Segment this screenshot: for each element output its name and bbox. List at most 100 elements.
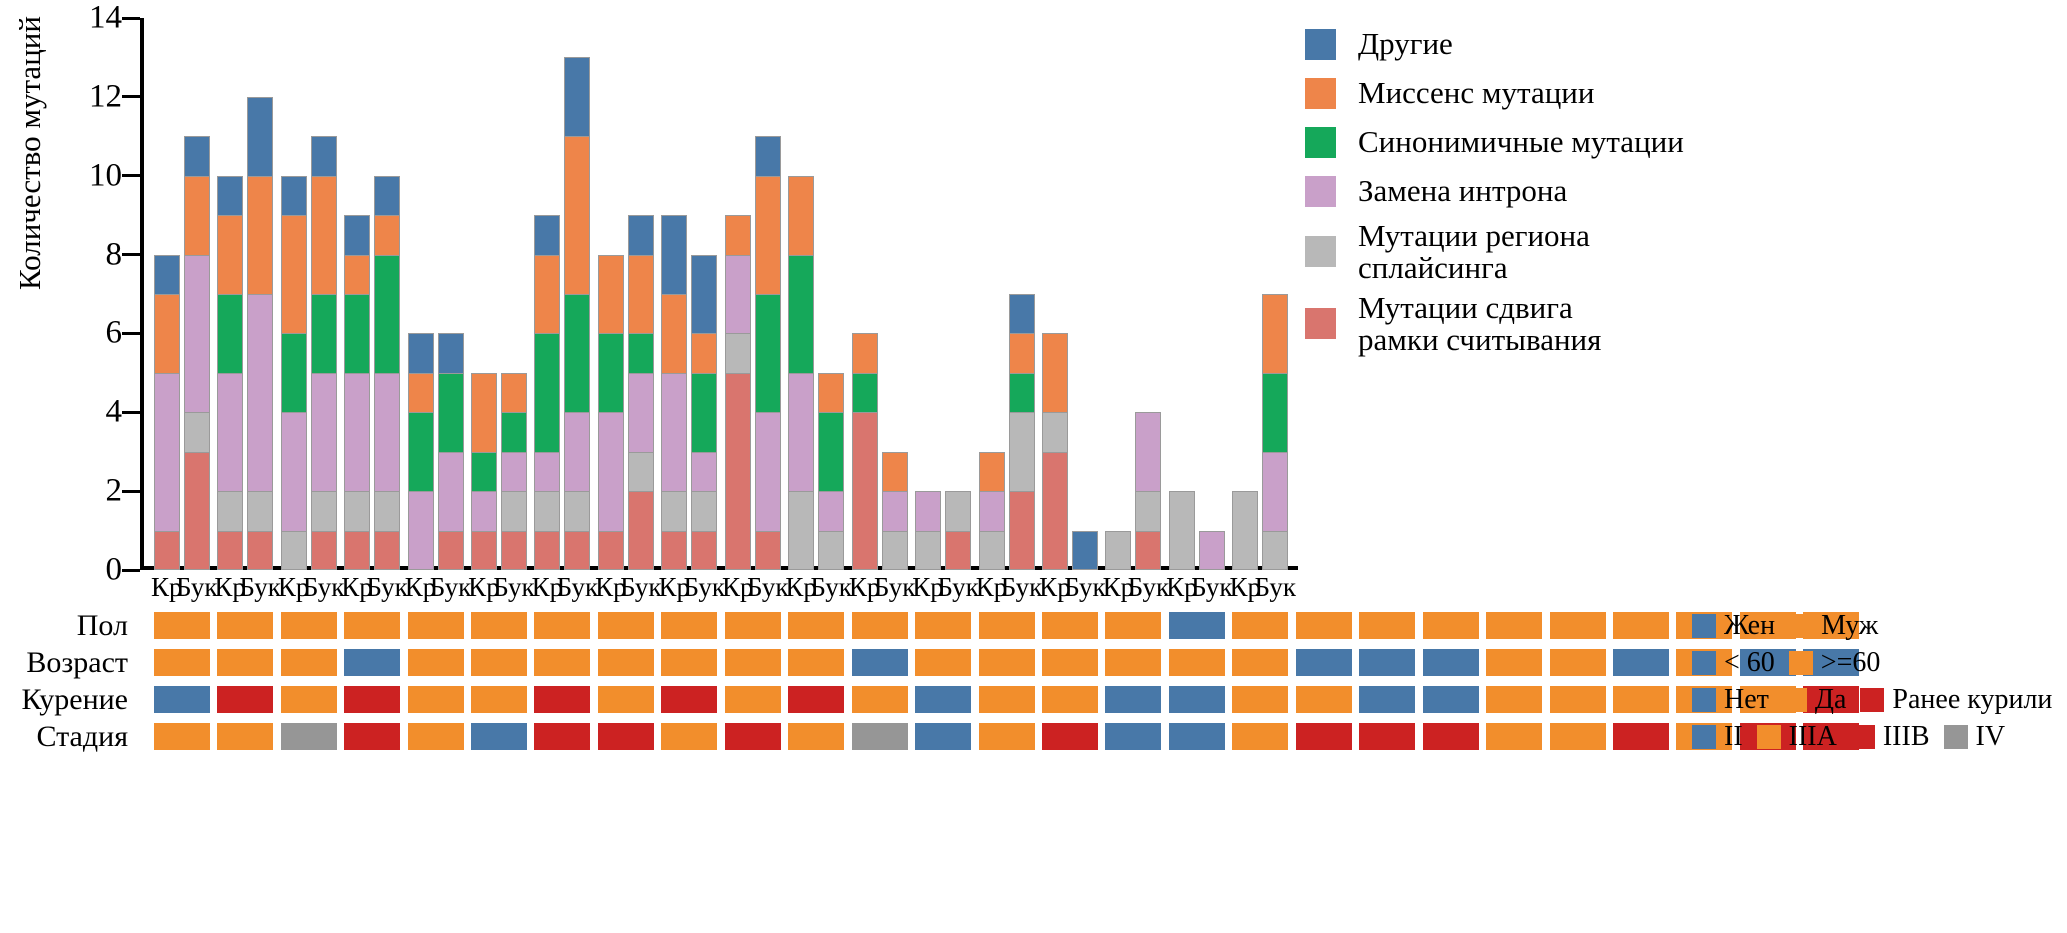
annotation-cell[interactable]: [724, 723, 781, 750]
stacked-bar[interactable]: [470, 372, 497, 570]
annotation-cell[interactable]: [217, 686, 274, 713]
annotation-cell[interactable]: [661, 649, 718, 676]
annotation-cell[interactable]: [1612, 723, 1669, 750]
annotation-cell[interactable]: [978, 649, 1035, 676]
annotation-cell[interactable]: [1041, 686, 1098, 713]
stacked-bar[interactable]: [1198, 530, 1225, 570]
stacked-bar[interactable]: [437, 333, 464, 570]
annotation-cell[interactable]: [1486, 612, 1543, 639]
annotation-cell[interactable]: [1612, 612, 1669, 639]
stacked-bar[interactable]: [788, 175, 815, 570]
annotation-cell[interactable]: [534, 723, 591, 750]
annotation-legend-item[interactable]: IIIA: [1756, 722, 1837, 751]
stacked-bar[interactable]: [153, 254, 180, 570]
annotation-cell[interactable]: [153, 723, 210, 750]
annotation-cell[interactable]: [788, 612, 845, 639]
annotation-cell[interactable]: [1295, 649, 1352, 676]
stacked-bar[interactable]: [1008, 294, 1035, 570]
annotation-legend-item[interactable]: IV: [1943, 722, 2005, 751]
stacked-bar[interactable]: [280, 175, 307, 570]
stacked-bar[interactable]: [1168, 491, 1195, 570]
annotation-cell[interactable]: [661, 686, 718, 713]
annotation-cell[interactable]: [470, 649, 527, 676]
annotation-cell[interactable]: [344, 686, 401, 713]
annotation-cell[interactable]: [1105, 686, 1162, 713]
annotation-cell[interactable]: [978, 612, 1035, 639]
annotation-cell[interactable]: [1549, 686, 1606, 713]
legend-item[interactable]: Мутации сдвига рамки считывания: [1305, 292, 2045, 355]
annotation-cell[interactable]: [407, 686, 464, 713]
annotation-cell[interactable]: [661, 723, 718, 750]
annotation-cell[interactable]: [851, 686, 908, 713]
annotation-cell[interactable]: [788, 723, 845, 750]
annotation-cell[interactable]: [470, 612, 527, 639]
stacked-bar[interactable]: [407, 333, 434, 570]
stacked-bar[interactable]: [818, 372, 845, 570]
annotation-cell[interactable]: [217, 723, 274, 750]
annotation-cell[interactable]: [851, 723, 908, 750]
stacked-bar[interactable]: [915, 491, 942, 570]
annotation-cell[interactable]: [1612, 686, 1669, 713]
annotation-cell[interactable]: [407, 723, 464, 750]
stacked-bar[interactable]: [1262, 294, 1289, 570]
annotation-cell[interactable]: [1359, 649, 1416, 676]
annotation-cell[interactable]: [1105, 723, 1162, 750]
annotation-cell[interactable]: [1612, 649, 1669, 676]
annotation-cell[interactable]: [597, 649, 654, 676]
stacked-bar[interactable]: [661, 215, 688, 570]
annotation-cell[interactable]: [1168, 649, 1225, 676]
annotation-legend-item[interactable]: Да: [1782, 685, 1846, 714]
stacked-bar[interactable]: [1232, 491, 1259, 570]
stacked-bar[interactable]: [945, 491, 972, 570]
annotation-cell[interactable]: [1295, 612, 1352, 639]
annotation-cell[interactable]: [724, 612, 781, 639]
annotation-cell[interactable]: [978, 686, 1035, 713]
stacked-bar[interactable]: [1105, 530, 1132, 570]
annotation-cell[interactable]: [1232, 686, 1289, 713]
annotation-cell[interactable]: [1232, 723, 1289, 750]
annotation-cell[interactable]: [280, 686, 337, 713]
stacked-bar[interactable]: [1071, 530, 1098, 570]
stacked-bar[interactable]: [1041, 333, 1068, 570]
annotation-cell[interactable]: [153, 686, 210, 713]
stacked-bar[interactable]: [183, 136, 210, 570]
annotation-cell[interactable]: [1041, 723, 1098, 750]
annotation-cell[interactable]: [1168, 686, 1225, 713]
annotation-legend-item[interactable]: IIIB: [1850, 722, 1930, 751]
annotation-cell[interactable]: [407, 649, 464, 676]
annotation-cell[interactable]: [153, 612, 210, 639]
annotation-cell[interactable]: [915, 612, 972, 639]
annotation-cell[interactable]: [1041, 649, 1098, 676]
annotation-cell[interactable]: [1359, 723, 1416, 750]
stacked-bar[interactable]: [500, 372, 527, 570]
annotation-cell[interactable]: [1739, 612, 1796, 639]
annotation-cell[interactable]: [1422, 686, 1479, 713]
stacked-bar[interactable]: [344, 215, 371, 570]
annotation-cell[interactable]: [788, 649, 845, 676]
stacked-bar[interactable]: [564, 57, 591, 570]
annotation-cell[interactable]: [1549, 649, 1606, 676]
annotation-legend-item[interactable]: Ранее курили: [1860, 685, 2052, 714]
annotation-cell[interactable]: [851, 649, 908, 676]
annotation-cell[interactable]: [1486, 723, 1543, 750]
annotation-cell[interactable]: [978, 723, 1035, 750]
annotation-cell[interactable]: [1232, 612, 1289, 639]
annotation-cell[interactable]: [1803, 723, 1860, 750]
legend-item[interactable]: Другие: [1305, 24, 2045, 64]
annotation-cell[interactable]: [1422, 612, 1479, 639]
annotation-cell[interactable]: [851, 612, 908, 639]
stacked-bar[interactable]: [978, 451, 1005, 570]
annotation-cell[interactable]: [1295, 686, 1352, 713]
annotation-cell[interactable]: [153, 649, 210, 676]
annotation-cell[interactable]: [1041, 612, 1098, 639]
annotation-cell[interactable]: [724, 686, 781, 713]
annotation-cell[interactable]: [1422, 723, 1479, 750]
stacked-bar[interactable]: [534, 215, 561, 570]
stacked-bar[interactable]: [881, 451, 908, 570]
annotation-cell[interactable]: [597, 723, 654, 750]
annotation-legend-item[interactable]: Жен: [1692, 611, 1775, 640]
legend-item[interactable]: Миссенс мутации: [1305, 73, 2045, 113]
annotation-cell[interactable]: [1803, 686, 1860, 713]
annotation-legend-item[interactable]: >=60: [1788, 648, 1880, 677]
annotation-cell[interactable]: [470, 723, 527, 750]
